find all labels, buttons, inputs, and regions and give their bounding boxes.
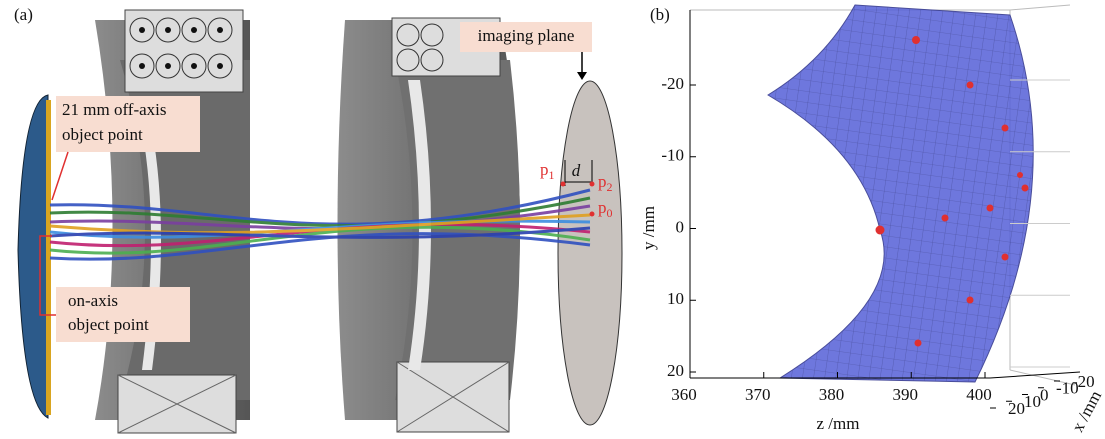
z-tick-label: 360	[671, 385, 697, 404]
winding	[125, 10, 243, 92]
annotation: on-axis	[68, 291, 118, 310]
z-tick-label: 390	[893, 385, 919, 404]
panel-label: (b)	[650, 5, 670, 24]
x-tick-label: 0	[1040, 385, 1049, 404]
x-tick-label: -10	[1056, 379, 1079, 398]
point-letter: p	[598, 172, 607, 191]
arrow	[52, 152, 68, 200]
y-tick-label: 10	[667, 289, 684, 308]
point	[561, 182, 566, 187]
page: (a)	[0, 0, 1105, 439]
arrowhead	[577, 72, 587, 80]
surface	[768, 5, 1033, 382]
z-tick-label: 400	[966, 385, 992, 404]
figure: (a)	[0, 0, 1105, 439]
annotation: 21 mm off-axis	[62, 100, 167, 119]
y-tick-label: -10	[661, 146, 684, 165]
x-tick-label: 20	[1008, 399, 1025, 418]
panel-label: (a)	[14, 5, 33, 24]
z-tick-label: 370	[745, 385, 771, 404]
panel-a: (a)	[14, 5, 622, 433]
z-tick-label: 380	[819, 385, 845, 404]
point-sub: 2	[607, 180, 613, 194]
x-tick-label: 10	[1024, 392, 1041, 411]
point-sub: 1	[549, 168, 555, 182]
point-letter: p	[540, 160, 549, 179]
point	[590, 212, 595, 217]
point-letter: p	[598, 198, 607, 217]
point-label: p1	[540, 160, 555, 182]
z-axis-label: z /mm	[817, 414, 860, 433]
imaging-plane	[558, 81, 622, 425]
point-sub: 0	[607, 206, 613, 220]
annotation: object point	[68, 315, 149, 334]
annotation: object point	[62, 125, 143, 144]
y-tick-label: -20	[661, 74, 684, 93]
y-axis-label: y /mm	[639, 206, 658, 250]
x-axis	[990, 372, 1080, 378]
dimension-label: d	[572, 161, 581, 180]
y-tick-label: 0	[676, 217, 685, 236]
point	[590, 182, 595, 187]
annotation: imaging plane	[478, 26, 575, 45]
object-plate	[18, 95, 48, 418]
y-tick-label: 20	[667, 361, 684, 380]
